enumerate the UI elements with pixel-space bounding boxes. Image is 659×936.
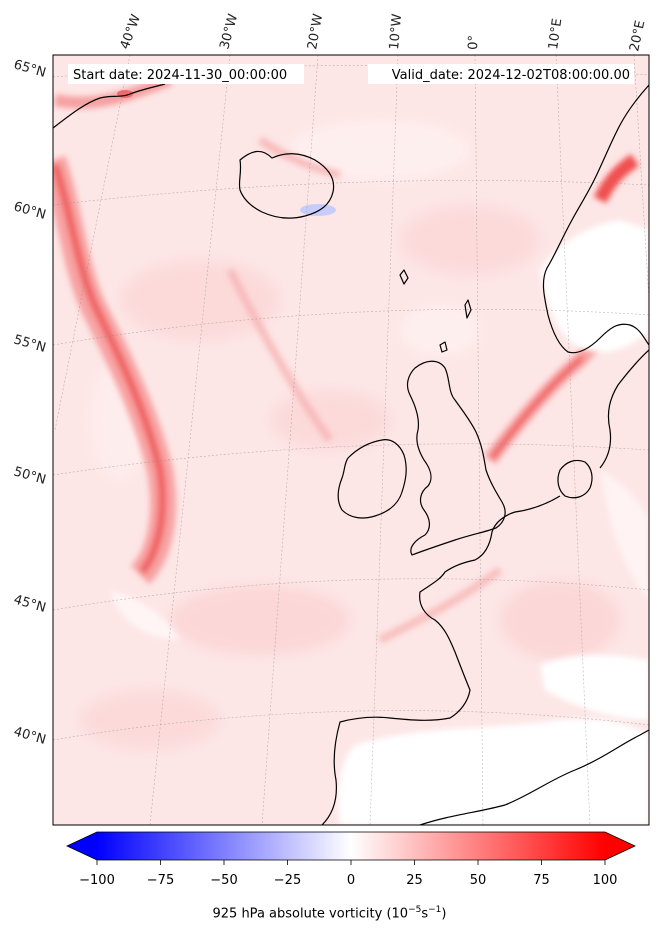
map-frame [52, 54, 650, 826]
colorbar-tick-label: 100 [593, 873, 618, 888]
lon-label-20w: 20°W [305, 13, 326, 51]
valid-date-label: Valid_date: 2024-12-02T08:00:00.00 [392, 68, 630, 83]
lat-label-40n: 40°N [12, 724, 48, 747]
colorbar-ticks: −100 −75 −50 −25 0 25 50 75 100 [79, 860, 617, 888]
negative-vorticity-spot [300, 204, 336, 216]
colorbar-title-exp1: −5 [408, 905, 422, 915]
great-britain-coast [406, 360, 506, 556]
lat-label-50n: 50°N [12, 464, 48, 487]
colorbar-title-exp2: −1 [428, 905, 442, 915]
colorbar-tick-label: 25 [406, 873, 423, 888]
greenland-coast [53, 83, 166, 129]
lat-label-45n: 45°N [12, 592, 48, 615]
lon-label-40w: 40°W [118, 12, 144, 51]
sweden-coast [599, 349, 649, 469]
start-date-label: Start date: 2024-11-30_00:00:00 [73, 68, 287, 83]
colorbar-tick-label: 50 [470, 873, 487, 888]
faroe-shetland-isles [399, 269, 472, 353]
longitude-labels: 40°W 30°W 20°W 10°W 0° 10°E 20°E [118, 12, 649, 52]
graticule [53, 55, 649, 825]
lon-label-10w: 10°W [387, 13, 405, 50]
map-area [53, 55, 649, 825]
lat-label-55n: 55°N [12, 332, 48, 355]
colorbar-tick-label: −75 [147, 873, 174, 888]
denmark-coast [557, 459, 593, 499]
vorticity-band-minor [226, 136, 503, 644]
lon-label-30w: 30°W [217, 12, 241, 51]
colorbar-tick-label: −50 [210, 873, 237, 888]
lon-label-20e: 20°E [627, 19, 648, 53]
coastlines [53, 83, 649, 825]
colorbar-tick-label: −100 [79, 873, 115, 888]
colorbar-title: 925 hPa absolute vorticity (10−5s−1) [0, 905, 659, 921]
colorbar-title-prefix: 925 hPa absolute vorticity (10 [212, 906, 409, 922]
lon-label-0: 0° [466, 35, 482, 50]
colorbar-tick-label: 0 [347, 873, 355, 888]
lat-label-65n: 65°N [12, 57, 48, 80]
lat-label-60n: 60°N [12, 199, 48, 222]
ireland-coast [337, 439, 407, 519]
colorbar-extend-low [67, 832, 97, 860]
colorbar-tick-label: −25 [274, 873, 301, 888]
colorbar-extend-high [605, 832, 635, 860]
colorbar-tick-label: 75 [533, 873, 550, 888]
colorbar-title-suffix: ) [441, 906, 447, 922]
iberia-coast-south [419, 729, 649, 825]
iceland-coast [238, 150, 335, 219]
colorbar-title-unit: s [421, 906, 429, 922]
continent-coast [321, 495, 561, 825]
vorticity-texture [80, 120, 620, 750]
colorbar-gradient [97, 832, 605, 860]
lon-label-10e: 10°E [546, 18, 565, 51]
start-date-box [68, 64, 304, 84]
low-vorticity-patches [110, 220, 649, 825]
latitude-labels: 65°N 60°N 55°N 50°N 45°N 40°N [12, 57, 48, 747]
valid-date-box [368, 64, 634, 84]
norway-coast [542, 84, 649, 354]
colorbar: −100 −75 −50 −25 0 25 50 75 100 [66, 831, 636, 888]
